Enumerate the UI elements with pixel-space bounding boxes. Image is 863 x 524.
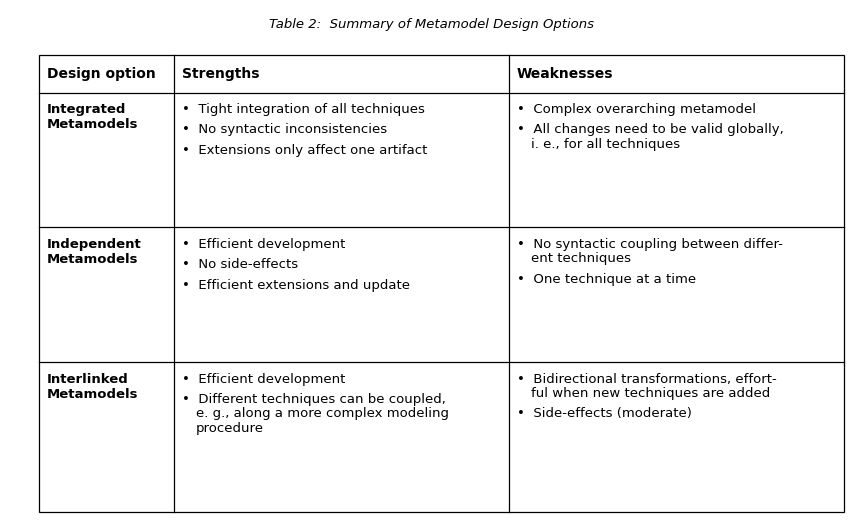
Text: ful when new techniques are added: ful when new techniques are added	[531, 387, 770, 400]
Text: •  Side-effects (moderate): • Side-effects (moderate)	[517, 408, 692, 420]
Text: •  No syntactic coupling between differ-: • No syntactic coupling between differ-	[517, 238, 783, 251]
Text: Table 2:  Summary of Metamodel Design Options: Table 2: Summary of Metamodel Design Opt…	[269, 18, 594, 31]
Text: •  Efficient development: • Efficient development	[182, 373, 345, 386]
Text: •  No syntactic inconsistencies: • No syntactic inconsistencies	[182, 124, 387, 136]
Text: ent techniques: ent techniques	[531, 252, 631, 265]
Text: •  All changes need to be valid globally,: • All changes need to be valid globally,	[517, 124, 784, 136]
Text: •  Efficient development: • Efficient development	[182, 238, 345, 251]
Text: Independent
Metamodels: Independent Metamodels	[47, 238, 142, 266]
Text: Weaknesses: Weaknesses	[517, 67, 614, 81]
Text: Interlinked
Metamodels: Interlinked Metamodels	[47, 373, 138, 401]
Text: •  Different techniques can be coupled,: • Different techniques can be coupled,	[182, 394, 446, 406]
Text: •  Bidirectional transformations, effort-: • Bidirectional transformations, effort-	[517, 373, 777, 386]
Text: e. g., along a more complex modeling: e. g., along a more complex modeling	[196, 408, 449, 420]
Text: •  Extensions only affect one artifact: • Extensions only affect one artifact	[182, 144, 427, 157]
Text: •  No side-effects: • No side-effects	[182, 258, 298, 271]
Text: Integrated
Metamodels: Integrated Metamodels	[47, 103, 138, 131]
Text: procedure: procedure	[196, 422, 264, 434]
Text: •  Tight integration of all techniques: • Tight integration of all techniques	[182, 103, 425, 116]
Text: •  Efficient extensions and update: • Efficient extensions and update	[182, 279, 410, 292]
Text: Strengths: Strengths	[182, 67, 260, 81]
Text: Design option: Design option	[47, 67, 155, 81]
Text: •  One technique at a time: • One technique at a time	[517, 272, 696, 286]
Text: •  Complex overarching metamodel: • Complex overarching metamodel	[517, 103, 756, 116]
Text: i. e., for all techniques: i. e., for all techniques	[531, 138, 680, 150]
Bar	[39, 55, 844, 512]
